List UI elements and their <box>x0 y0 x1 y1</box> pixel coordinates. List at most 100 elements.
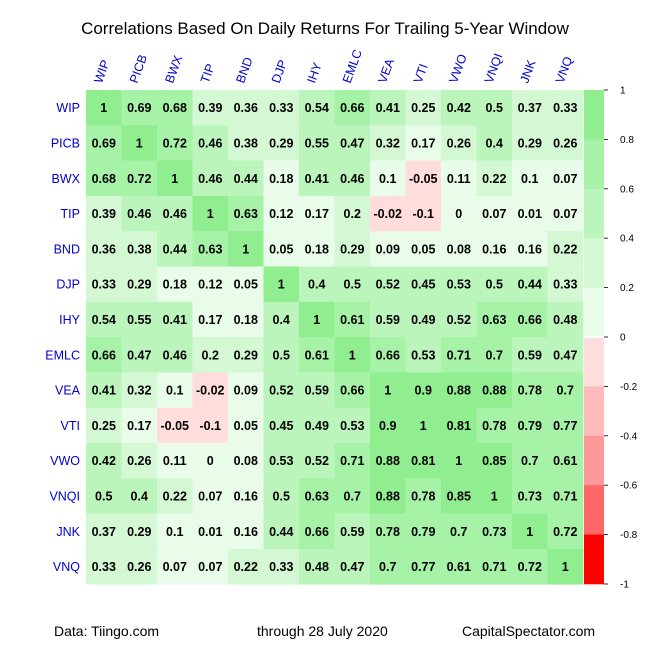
heatmap-cell <box>334 231 371 267</box>
column-label: DJP <box>269 58 290 85</box>
legend-color-band <box>584 435 604 486</box>
heatmap-cell <box>370 301 406 338</box>
heatmap-cell <box>405 160 442 197</box>
heatmap-cell <box>121 443 158 479</box>
cell-value-label: 0.26 <box>553 136 577 150</box>
heatmap-cell <box>334 90 371 126</box>
heatmap-cell <box>405 372 442 409</box>
heatmap-cell <box>263 231 300 267</box>
cell-value-label: -0.02 <box>196 384 225 398</box>
heatmap-cell <box>370 513 406 550</box>
cell-value-label: 0.12 <box>198 278 222 292</box>
cell-value-label: 0.42 <box>447 101 471 115</box>
cell-value-label: 0.12 <box>269 207 293 221</box>
heatmap-cell <box>192 125 229 161</box>
cell-value-label: 0.59 <box>340 525 364 539</box>
cell-value-label: 0.49 <box>305 419 329 433</box>
row-label: JNK <box>56 525 80 539</box>
cell-value-label: 0.18 <box>234 313 258 327</box>
cell-value-label: 0.11 <box>447 172 471 186</box>
cell-value-label: 1 <box>171 172 178 186</box>
legend-color-band <box>584 188 604 239</box>
heatmap-cell <box>547 407 584 444</box>
heatmap-cell <box>157 513 193 550</box>
heatmap-cell <box>157 372 193 409</box>
cell-value-label: 0.88 <box>447 384 471 398</box>
heatmap-cell <box>157 125 193 161</box>
cell-value-label: 0.1 <box>379 172 396 186</box>
heatmap-cell <box>86 266 122 303</box>
cell-value-label: 0.81 <box>411 454 435 468</box>
cell-value-label: 0.52 <box>447 313 471 327</box>
cell-value-label: 0.47 <box>553 348 577 362</box>
cell-value-label: 0.22 <box>553 242 577 256</box>
column-label: BND <box>233 55 255 85</box>
cell-value-label: 0.7 <box>450 525 467 539</box>
legend-color-band <box>584 386 604 437</box>
heatmap-cell <box>334 125 371 161</box>
cell-value-label: 1 <box>384 384 391 398</box>
heatmap-cell <box>441 372 477 409</box>
heatmap-cell <box>121 337 158 373</box>
heatmap-cell <box>370 90 406 126</box>
cell-value-label: 0.66 <box>340 101 364 115</box>
site-credit: CapitalSpectator.com <box>462 623 596 639</box>
legend-tick-label: 1 <box>620 86 626 97</box>
heatmap-cell <box>299 160 335 197</box>
cell-value-label: 0.16 <box>234 489 258 503</box>
cell-value-label: 0.7 <box>486 348 503 362</box>
heatmap-cell <box>512 548 548 585</box>
heatmap-cell <box>121 195 158 232</box>
cell-value-label: 0.61 <box>447 560 471 574</box>
cell-value-label: 0.69 <box>92 136 116 150</box>
heatmap-cell <box>228 125 264 161</box>
heatmap-cell <box>121 301 158 338</box>
heatmap-cell <box>86 478 122 514</box>
cell-value-label: 0.29 <box>269 136 293 150</box>
cell-value-label: 1 <box>562 560 569 574</box>
legend-tick-label: -0.6 <box>620 481 638 492</box>
cell-value-label: 0.08 <box>234 454 258 468</box>
heatmap-cell <box>86 160 122 197</box>
heatmap-cell <box>334 548 371 585</box>
heatmap-cell <box>405 231 442 267</box>
row-label: BWX <box>52 172 81 186</box>
heatmap-cell <box>512 478 548 514</box>
cell-value-label: 1 <box>420 419 427 433</box>
heatmap-cell <box>86 231 122 267</box>
cell-value-label: 0.36 <box>92 242 116 256</box>
cell-value-label: 0.4 <box>273 313 290 327</box>
heatmap-cell <box>263 125 300 161</box>
cell-value-label: 0.37 <box>92 525 116 539</box>
cell-value-label: -0.05 <box>409 172 438 186</box>
cell-value-label: 1 <box>278 278 285 292</box>
cell-value-label: -0.1 <box>412 207 434 221</box>
cell-value-label: 0.32 <box>127 384 151 398</box>
heatmap-cell <box>476 443 513 479</box>
heatmap-cell <box>263 478 300 514</box>
heatmap-cell <box>157 231 193 267</box>
cell-value-label: 1 <box>207 207 214 221</box>
heatmap-cell <box>263 513 300 550</box>
cell-value-label: 0.71 <box>482 560 506 574</box>
heatmap-cell <box>547 513 584 550</box>
legend-tick-label: 0.2 <box>620 283 634 294</box>
heatmap-cell <box>547 195 584 232</box>
column-label: PICB <box>127 53 150 85</box>
legend-tick-label: -0.4 <box>620 431 638 442</box>
column-label: TIP <box>198 62 218 85</box>
legend-tick-label: -1 <box>620 580 629 591</box>
heatmap-cell <box>370 337 406 373</box>
heatmap-cell <box>157 478 193 514</box>
heatmap-cell <box>299 513 335 550</box>
column-label: JNK <box>517 57 538 85</box>
heatmap-cell <box>512 125 548 161</box>
cell-value-label: 0.61 <box>340 313 364 327</box>
row-label: PICB <box>51 136 80 150</box>
heatmap-cell <box>441 443 477 479</box>
heatmap-cell <box>86 90 122 126</box>
heatmap-cell <box>476 231 513 267</box>
heatmap-cell <box>334 407 371 444</box>
cell-value-label: 0.36 <box>234 101 258 115</box>
